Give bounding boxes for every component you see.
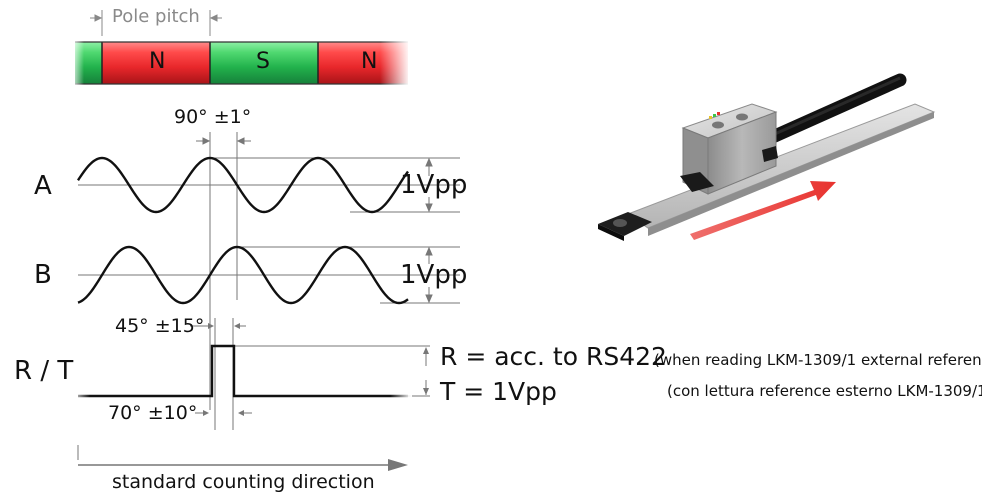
magnet-south (210, 42, 318, 84)
a-amplitude-arrows (425, 157, 433, 213)
magnet-label-south: S (256, 49, 270, 74)
channel-b-label: B (34, 260, 52, 290)
scale-rail (626, 103, 936, 236)
r-spec-label: R = acc. to RS422 (440, 342, 667, 371)
channel-b-amplitude: 1Vpp (400, 260, 468, 290)
note-english: (when reading LKM-1309/1 external refere… (654, 351, 982, 369)
phase-dimension (196, 132, 251, 410)
rt-pulse-signal (70, 318, 430, 430)
channel-a-label: A (34, 171, 52, 201)
rt-pulse-wave (78, 344, 408, 398)
readhead-body (680, 103, 778, 195)
sensor-product-image (598, 73, 936, 241)
magnet-label-north-2: N (361, 49, 378, 74)
t-spec-label: T = 1Vpp (440, 377, 557, 406)
a-sine-wave (76, 156, 409, 214)
ref-top-angle-label: 45° ±15° (115, 315, 205, 337)
magnet-label-north-1: N (149, 49, 166, 74)
ref-bottom-angle-label: 70° ±10° (108, 402, 198, 424)
counting-direction-arrow (77, 445, 408, 471)
pole-pitch-dimension (90, 10, 222, 36)
b-amplitude-arrows (425, 246, 433, 304)
magnetic-scale (70, 40, 410, 86)
motion-direction-arrow (690, 181, 836, 240)
rail-end-cap (598, 212, 652, 241)
counting-direction-label: standard counting direction (112, 471, 375, 493)
b-sine-wave (77, 245, 409, 305)
channel-a-signal (76, 156, 460, 214)
channel-a-amplitude: 1Vpp (400, 170, 468, 200)
note-italian: (con lettura reference esterno LKM-1309/… (667, 382, 982, 400)
phase-ab-label: 90° ±1° (174, 106, 252, 128)
magnet-north-1 (102, 42, 210, 84)
channel-rt-label: R / T (14, 356, 74, 386)
channel-b-signal (77, 245, 460, 305)
pole-pitch-label: Pole pitch (112, 6, 200, 27)
